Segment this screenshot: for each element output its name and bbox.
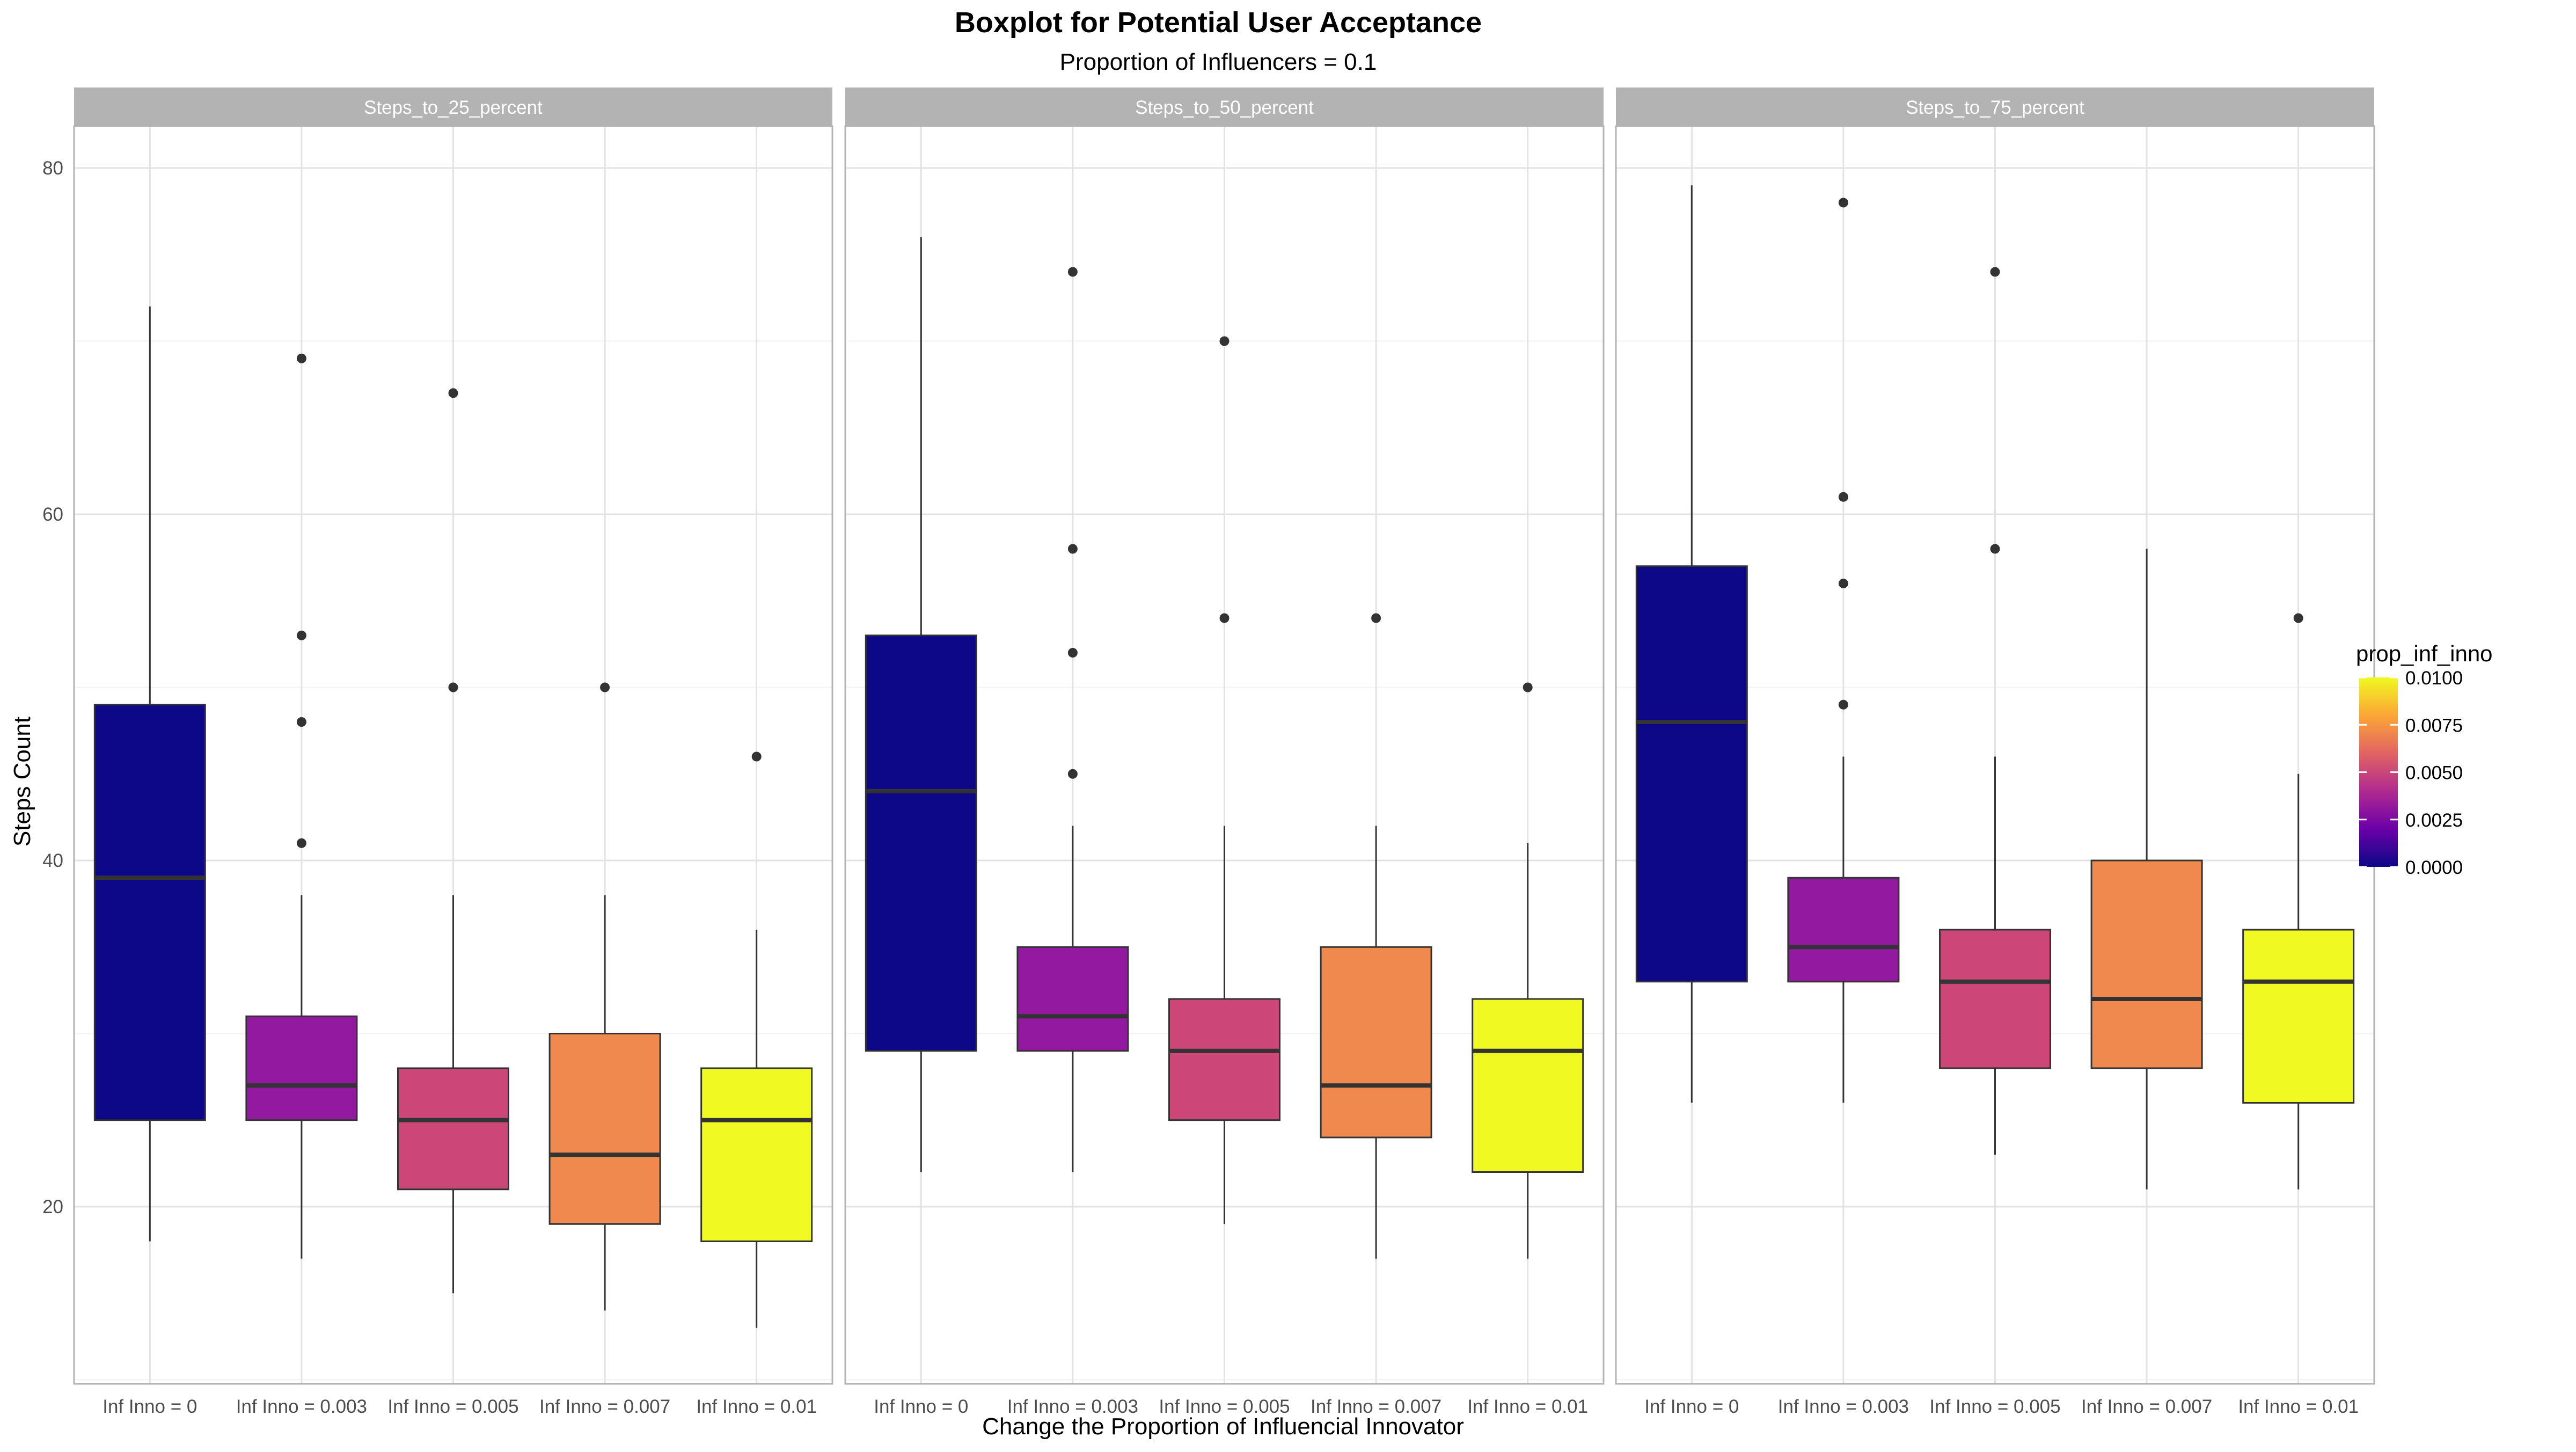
- outlier-point: [1523, 682, 1533, 692]
- outlier-point: [1067, 769, 1078, 779]
- x-tick-label: Inf Inno = 0.005: [1929, 1396, 2060, 1417]
- y-tick-label: 20: [42, 1196, 63, 1217]
- x-tick-label: Inf Inno = 0.007: [1311, 1396, 1441, 1417]
- facet-strip-label: Steps_to_50_percent: [1135, 97, 1314, 118]
- x-tick-label: Inf Inno = 0.003: [1007, 1396, 1138, 1417]
- legend-tick-label: 0.0075: [2405, 715, 2463, 736]
- x-tick-label: Inf Inno = 0.005: [1159, 1396, 1290, 1417]
- outlier-point: [296, 717, 306, 727]
- outlier-point: [1838, 699, 1848, 710]
- facet-panel: Steps_to_75_percent Inf Inno = 0 Inf Inno …: [1615, 87, 2375, 1417]
- facets-layer: Steps_to_25_percent Inf Inno = 0 Inf Inno …: [42, 87, 2375, 1417]
- x-tick-label: Inf Inno = 0.003: [236, 1396, 367, 1417]
- y-axis-title: Steps Count: [9, 717, 35, 847]
- boxplot: [1016, 267, 1129, 1172]
- outlier-point: [1838, 579, 1848, 588]
- facet-strip: [1616, 87, 2374, 126]
- x-tick-label: Inf Inno = 0.003: [1778, 1396, 1909, 1417]
- outlier-point: [1219, 613, 1230, 623]
- panel-border: [73, 125, 833, 1385]
- y-tick-label: 40: [42, 850, 63, 871]
- legend-tick-label: 0.0100: [2405, 668, 2463, 689]
- outlier-point: [1838, 198, 1848, 208]
- boxplot: [700, 751, 813, 1328]
- boxplot: [1472, 682, 1584, 1259]
- facet-strip: [74, 87, 832, 126]
- legend-title: prop_inf_inno: [2356, 641, 2493, 666]
- outlier-point: [296, 630, 306, 640]
- box-iqr: [397, 1067, 509, 1191]
- boxplot: [2090, 549, 2203, 1190]
- x-tick-label: Inf Inno = 0: [874, 1396, 968, 1417]
- box-iqr: [1787, 877, 1900, 983]
- x-tick-label: Inf Inno = 0: [103, 1396, 197, 1417]
- box-iqr: [93, 704, 206, 1121]
- boxplot: [397, 388, 509, 1294]
- box-iqr: [700, 1067, 813, 1242]
- outlier-point: [448, 388, 458, 398]
- box-iqr: [548, 1033, 661, 1225]
- y-tick-label: 60: [42, 504, 63, 525]
- legend: prop_inf_inno 0.0000 0.0025 0.0050 0.0075 0.…: [2356, 641, 2493, 878]
- x-tick-label: Inf Inno = 0.01: [1467, 1396, 1588, 1417]
- boxplot: [245, 353, 358, 1259]
- outlier-point: [296, 353, 306, 363]
- boxplot: [865, 237, 977, 1172]
- outlier-point: [448, 682, 458, 692]
- box-iqr: [1472, 998, 1584, 1173]
- x-axis-title: Change the Proportion of Influencial Inn…: [982, 1413, 1464, 1440]
- outlier-point: [1371, 613, 1381, 623]
- box-iqr: [865, 634, 977, 1052]
- outlier-point: [751, 751, 762, 762]
- facet-strip-label: Steps_to_25_percent: [364, 97, 543, 118]
- outlier-point: [1067, 544, 1078, 554]
- chart-subtitle: Proportion of Influencers = 0.1: [1060, 49, 1377, 75]
- box-iqr: [245, 1015, 358, 1121]
- facet-panel: Steps_to_25_percent Inf Inno = 0 Inf Inno …: [73, 87, 833, 1417]
- boxplot: [1320, 613, 1432, 1259]
- boxplot: [2242, 613, 2355, 1190]
- boxplot: [93, 307, 206, 1242]
- box-iqr: [2242, 929, 2355, 1104]
- box-iqr: [1939, 929, 2051, 1069]
- outlier-point: [1219, 336, 1230, 346]
- x-tick-label: Inf Inno = 0.005: [387, 1396, 518, 1417]
- box-iqr: [1320, 946, 1432, 1139]
- facet-strip-label: Steps_to_75_percent: [1906, 97, 2084, 118]
- facet-panel: Steps_to_50_percent Inf Inno = 0 Inf Inno …: [844, 87, 1605, 1417]
- boxplot: [1939, 267, 2051, 1155]
- boxplot: [1635, 185, 1748, 1103]
- outlier-point: [1067, 267, 1078, 277]
- box-iqr: [1168, 998, 1280, 1121]
- legend-tick-label: 0.0000: [2405, 857, 2463, 878]
- outlier-point: [1838, 492, 1848, 502]
- outlier-point: [600, 682, 610, 692]
- outlier-point: [1990, 544, 2000, 554]
- outlier-point: [1067, 648, 1078, 658]
- box-iqr: [2090, 859, 2203, 1069]
- boxplot: [1787, 198, 1900, 1103]
- panel-border: [844, 125, 1605, 1385]
- x-tick-label: Inf Inno = 0.01: [2238, 1396, 2359, 1417]
- outlier-point: [2293, 613, 2303, 623]
- x-tick-label: Inf Inno = 0.007: [2081, 1396, 2212, 1417]
- x-tick-label: Inf Inno = 0.01: [696, 1396, 817, 1417]
- x-tick-label: Inf Inno = 0.007: [539, 1396, 670, 1417]
- boxplot: [1168, 336, 1280, 1224]
- boxplot: [548, 682, 661, 1311]
- y-tick-label: 80: [42, 158, 63, 179]
- chart-title: Boxplot for Potential User Acceptance: [955, 6, 1482, 39]
- legend-tick-label: 0.0025: [2405, 810, 2463, 831]
- x-tick-label: Inf Inno = 0: [1644, 1396, 1739, 1417]
- box-iqr: [1016, 946, 1129, 1052]
- outlier-point: [1990, 267, 2000, 277]
- facet-strip: [845, 87, 1604, 126]
- outlier-point: [296, 838, 306, 848]
- box-iqr: [1635, 565, 1748, 983]
- legend-tick-label: 0.0050: [2405, 763, 2463, 784]
